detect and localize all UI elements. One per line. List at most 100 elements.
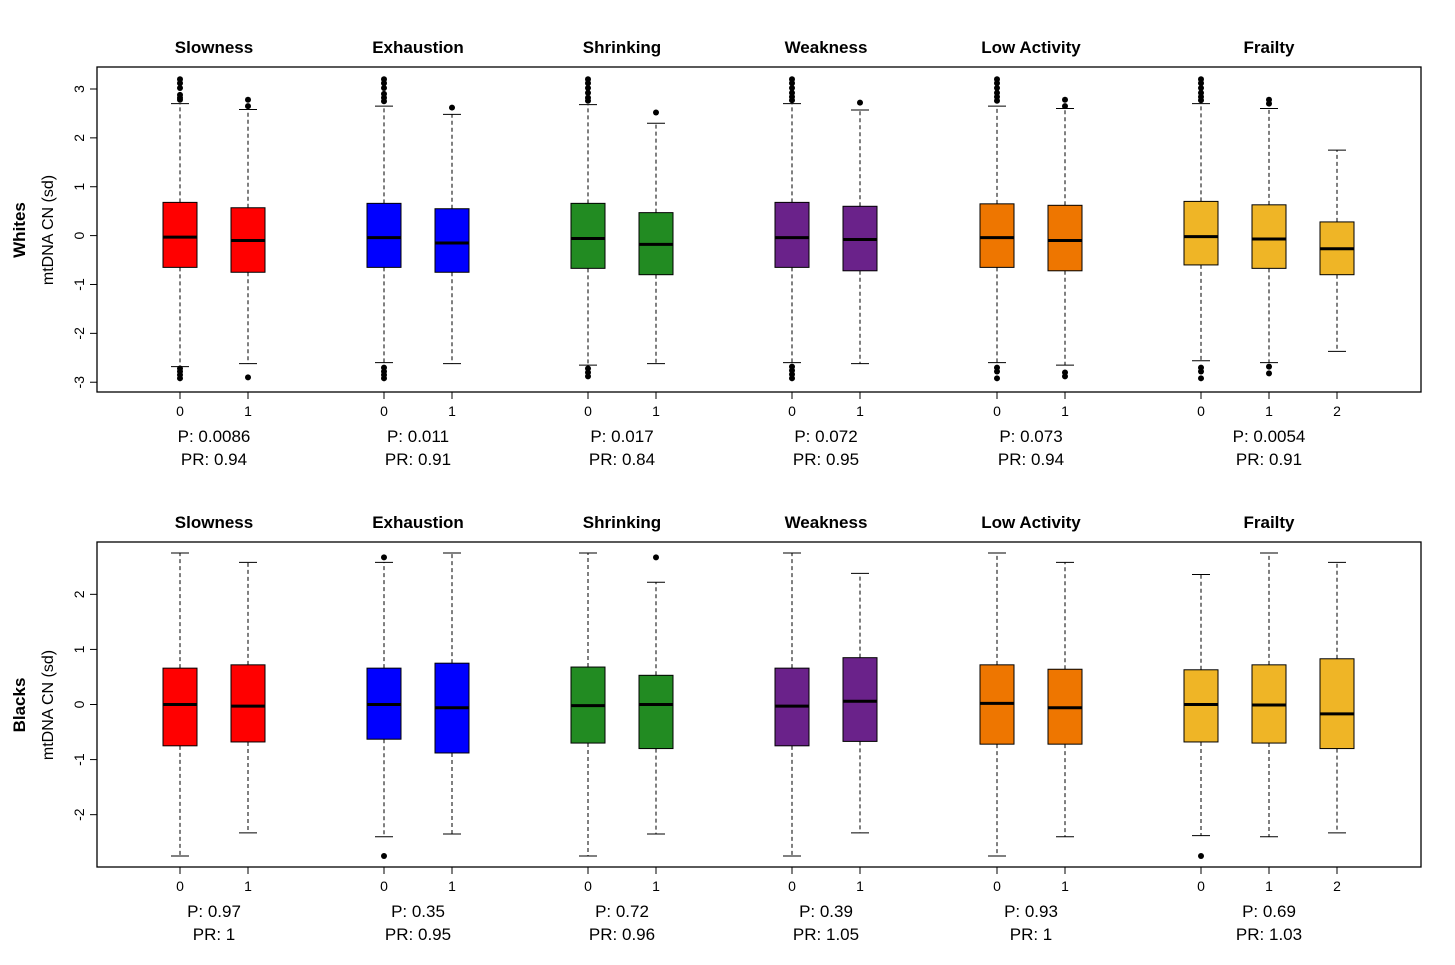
prevalence-ratio-label: PR: 0.94 [998, 450, 1064, 469]
outlier-point [1062, 373, 1068, 380]
outlier-point [1198, 80, 1204, 87]
outlier-point [994, 375, 1000, 382]
outlier-point [585, 85, 591, 92]
outlier-point [994, 85, 1000, 92]
y-tick-label: -2 [71, 327, 87, 340]
prevalence-ratio-label: PR: 0.95 [385, 925, 451, 944]
outlier-point [449, 104, 455, 111]
y-tick-label: -1 [71, 753, 87, 766]
panel-title: Weakness [785, 38, 868, 57]
x-tick-label: 0 [584, 878, 592, 894]
p-value-label: P: 0.011 [387, 427, 449, 446]
outlier-point [585, 89, 591, 96]
x-tick-label: 1 [1061, 403, 1069, 419]
panel-title: Shrinking [583, 513, 661, 532]
p-value-label: P: 0.93 [1004, 902, 1058, 921]
prevalence-ratio-label: PR: 0.91 [385, 450, 451, 469]
panel-title: Exhaustion [372, 38, 464, 57]
x-tick-label: 1 [244, 403, 252, 419]
x-tick-label: 1 [652, 403, 660, 419]
outlier-point [585, 373, 591, 380]
outlier-point [789, 375, 795, 382]
p-value-label: P: 0.35 [391, 902, 445, 921]
outlier-point [381, 80, 387, 87]
x-tick-label: 1 [1265, 878, 1273, 894]
panel-title: Slowness [175, 513, 253, 532]
outlier-point [177, 375, 183, 382]
outlier-point [177, 85, 183, 92]
panel-title: Frailty [1243, 38, 1295, 57]
outlier-point [1198, 97, 1204, 104]
x-tick-label: 0 [176, 878, 184, 894]
prevalence-ratio-label: PR: 0.95 [793, 450, 859, 469]
box [1183, 200, 1219, 266]
p-value-label: P: 0.39 [799, 902, 853, 921]
y-tick-label: -1 [71, 278, 87, 291]
outlier-point [1266, 363, 1272, 370]
box [366, 202, 402, 268]
x-tick-label: 0 [993, 403, 1001, 419]
panel-title: Shrinking [583, 38, 661, 57]
p-value-label: P: 0.073 [999, 427, 1062, 446]
box [162, 667, 198, 747]
outlier-point [1062, 96, 1068, 103]
y-tick-label: 2 [71, 134, 87, 142]
box [1047, 204, 1083, 272]
panel-title: Exhaustion [372, 513, 464, 532]
x-tick-label: 0 [1197, 403, 1205, 419]
y-axis-label: mtDNA CN (sd) [40, 650, 57, 760]
outlier-point [381, 852, 387, 859]
y-axis-label: mtDNA CN (sd) [40, 175, 57, 285]
outlier-point [1198, 368, 1204, 375]
outlier-point [585, 80, 591, 87]
outlier-point [1266, 370, 1272, 377]
box [979, 203, 1015, 268]
prevalence-ratio-label: PR: 1.03 [1236, 925, 1302, 944]
box [638, 674, 674, 750]
outlier-point [245, 374, 251, 381]
outlier-point [1198, 852, 1204, 859]
y-tick-label: 1 [71, 183, 87, 191]
y-tick-label: -3 [71, 376, 87, 389]
x-tick-label: 2 [1333, 403, 1341, 419]
box [434, 208, 470, 273]
plot-frame-blacks [96, 541, 1422, 868]
prevalence-ratio-label: PR: 0.94 [181, 450, 247, 469]
panel-title: Low Activity [981, 513, 1081, 532]
box [162, 201, 198, 268]
x-tick-label: 0 [788, 403, 796, 419]
outlier-point [857, 99, 863, 106]
outlier-point [1062, 103, 1068, 110]
prevalence-ratio-label: PR: 0.91 [1236, 450, 1302, 469]
p-value-label: P: 0.0086 [178, 427, 251, 446]
outlier-point [1266, 100, 1272, 107]
outlier-point [789, 97, 795, 104]
x-tick-label: 0 [993, 878, 1001, 894]
p-value-label: P: 0.072 [794, 427, 857, 446]
outlier-point [245, 96, 251, 103]
outlier-point [789, 85, 795, 92]
y-tick-label: 3 [71, 85, 87, 93]
y-tick-label: 1 [71, 645, 87, 653]
x-tick-label: 1 [652, 878, 660, 894]
outlier-point [1198, 375, 1204, 382]
outlier-point [585, 97, 591, 104]
outlier-point [381, 98, 387, 105]
prevalence-ratio-label: PR: 1 [1010, 925, 1053, 944]
panel-title: Frailty [1243, 513, 1295, 532]
outlier-point [653, 554, 659, 561]
p-value-label: P: 0.017 [590, 427, 653, 446]
prevalence-ratio-label: PR: 0.96 [589, 925, 655, 944]
panel-title: Low Activity [981, 38, 1081, 57]
x-tick-label: 0 [1197, 878, 1205, 894]
prevalence-ratio-label: PR: 1.05 [793, 925, 859, 944]
x-tick-label: 2 [1333, 878, 1341, 894]
outlier-point [994, 368, 1000, 375]
x-tick-label: 0 [176, 403, 184, 419]
outlier-point [381, 375, 387, 382]
row-label: Whites [10, 202, 29, 258]
panel-title: Slowness [175, 38, 253, 57]
x-tick-label: 0 [584, 403, 592, 419]
